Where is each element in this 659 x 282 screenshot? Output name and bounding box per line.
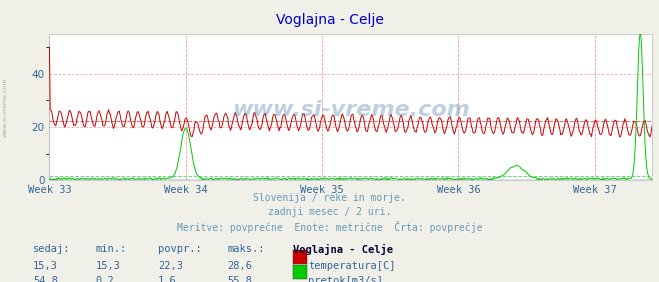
Text: 54,8: 54,8 xyxy=(33,276,58,282)
Text: Meritve: povprečne  Enote: metrične  Črta: povprečje: Meritve: povprečne Enote: metrične Črta:… xyxy=(177,221,482,233)
Text: 22,3: 22,3 xyxy=(158,261,183,271)
Text: Voglajna - Celje: Voglajna - Celje xyxy=(275,13,384,27)
Text: sedaj:: sedaj: xyxy=(33,244,71,254)
Text: 0,2: 0,2 xyxy=(96,276,114,282)
Text: 55,8: 55,8 xyxy=(227,276,252,282)
Text: www.si-vreme.com: www.si-vreme.com xyxy=(232,100,470,120)
Text: www.si-vreme.com: www.si-vreme.com xyxy=(3,78,8,137)
Text: temperatura[C]: temperatura[C] xyxy=(308,261,396,271)
Text: povpr.:: povpr.: xyxy=(158,244,202,254)
Text: 28,6: 28,6 xyxy=(227,261,252,271)
Text: maks.:: maks.: xyxy=(227,244,265,254)
Text: Slovenija / reke in morje.: Slovenija / reke in morje. xyxy=(253,193,406,203)
Text: Voglajna - Celje: Voglajna - Celje xyxy=(293,244,393,255)
Text: 1,6: 1,6 xyxy=(158,276,177,282)
Text: zadnji mesec / 2 uri.: zadnji mesec / 2 uri. xyxy=(268,207,391,217)
Text: min.:: min.: xyxy=(96,244,127,254)
Text: 15,3: 15,3 xyxy=(33,261,58,271)
Text: pretok[m3/s]: pretok[m3/s] xyxy=(308,276,384,282)
Text: 15,3: 15,3 xyxy=(96,261,121,271)
